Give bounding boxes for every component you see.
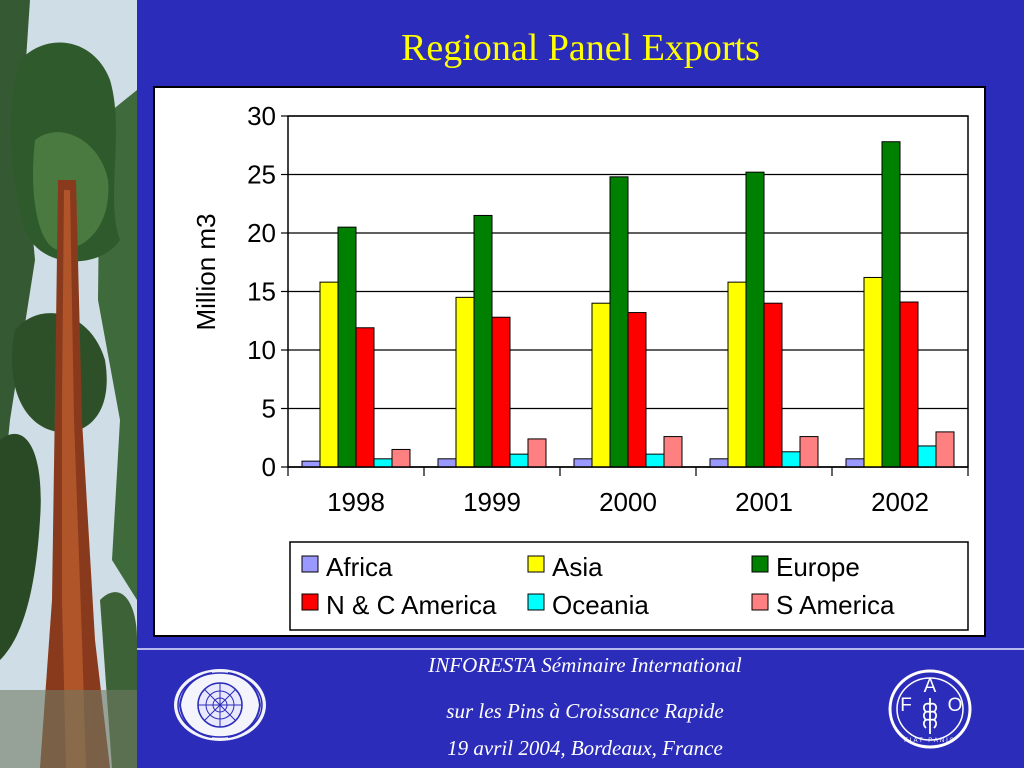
- legend: Africa Asia Europe N & C America Oceania S Am…: [289, 541, 969, 631]
- bar-n-c-america-1998: [355, 327, 375, 468]
- bar-oceania-2000: [645, 453, 665, 468]
- y-tick-label: 5: [262, 394, 276, 424]
- bar-oceania-1998: [373, 458, 393, 468]
- bar-n-c-america-2000: [627, 312, 647, 468]
- y-tick-label: 10: [247, 335, 276, 365]
- legend-item-s-america: S America: [751, 590, 895, 620]
- bar-asia-2002: [863, 276, 883, 468]
- slide-title: Regional Panel Exports: [401, 27, 760, 69]
- bar-asia-2000: [591, 302, 611, 468]
- legend-item-europe: Europe: [751, 552, 860, 582]
- legend-item-oceania: Oceania: [527, 590, 649, 620]
- legend-item-africa: Africa: [301, 552, 393, 582]
- bar-oceania-2002: [917, 445, 937, 468]
- y-tick-labels: 0 5 10 15 20 25 30: [247, 101, 276, 482]
- fao-letter-f: F: [900, 695, 912, 716]
- bar-n-c-america-2002: [899, 301, 919, 468]
- bar-europe-1999: [473, 214, 493, 468]
- bar-africa-2001: [709, 458, 729, 468]
- bars: [301, 141, 955, 468]
- footer-line-2: sur les Pins à Croissance Rapide: [446, 699, 724, 723]
- bar-africa-1998: [301, 460, 321, 468]
- legend-label: Africa: [326, 552, 393, 582]
- bar-europe-2002: [881, 141, 901, 468]
- bar-africa-1999: [437, 458, 457, 468]
- y-tick-label: 15: [247, 277, 276, 307]
- bar-chart: 0 5 10 15 20 25 30 1998 1999 2000 2001 2002 Millio…: [191, 101, 969, 631]
- bar-s-america-1999: [527, 438, 547, 468]
- x-tick-labels: 1998 1999 2000 2001 2002: [327, 487, 929, 517]
- redwood-photo: [0, 0, 137, 768]
- legend-label: Oceania: [552, 590, 649, 620]
- bar-asia-1999: [455, 296, 475, 468]
- bar-s-america-1998: [391, 448, 411, 468]
- legend-label: N & C America: [326, 590, 497, 620]
- footer-line-1: INFORESTA Séminaire International: [428, 653, 742, 677]
- y-tick-label: 30: [247, 101, 276, 131]
- x-tick-label: 2002: [871, 487, 929, 517]
- bar-s-america-2001: [799, 436, 819, 468]
- legend-swatch: [527, 555, 545, 573]
- legend-label: S America: [776, 590, 895, 620]
- axes: [281, 115, 969, 476]
- footer-divider: [137, 648, 1024, 650]
- y-tick-label: 0: [262, 452, 276, 482]
- legend-swatch: [301, 555, 319, 573]
- y-tick-label: 20: [247, 218, 276, 248]
- legend-swatch: [751, 593, 769, 611]
- fao-letter-a: A: [924, 676, 937, 697]
- bar-africa-2000: [573, 458, 593, 468]
- un-emblem-logo: [174, 669, 266, 741]
- legend-label: Asia: [552, 552, 603, 582]
- bar-oceania-1999: [509, 453, 529, 468]
- legend-label: Europe: [776, 552, 860, 582]
- x-tick-label: 2001: [735, 487, 793, 517]
- bar-europe-2001: [745, 171, 765, 468]
- legend-swatch: [301, 593, 319, 611]
- legend-item-asia: Asia: [527, 552, 603, 582]
- x-tick-label: 2000: [599, 487, 657, 517]
- x-tick-label: 1998: [327, 487, 385, 517]
- legend-swatch: [751, 555, 769, 573]
- legend-item-n-c-america: N & C America: [301, 590, 497, 620]
- bar-n-c-america-2001: [763, 302, 783, 468]
- legend-swatch: [527, 593, 545, 611]
- bar-s-america-2000: [663, 436, 683, 468]
- fao-logo: F A O FIAT PANIS: [888, 669, 972, 749]
- bar-oceania-2001: [781, 451, 801, 468]
- bar-africa-2002: [845, 458, 865, 468]
- fao-letter-o: O: [948, 695, 963, 716]
- bar-europe-1998: [337, 226, 357, 468]
- y-axis-label: Million m3: [191, 213, 221, 330]
- bar-asia-2001: [727, 281, 747, 468]
- legend-box: [289, 541, 969, 631]
- wheat-icon: [923, 698, 937, 734]
- bar-s-america-2002: [935, 431, 955, 468]
- y-tick-label: 25: [247, 160, 276, 190]
- footer-line-3: 19 avril 2004, Bordeaux, France: [447, 736, 723, 760]
- x-tick-label: 1999: [463, 487, 521, 517]
- bar-n-c-america-1999: [491, 316, 511, 468]
- redwood-tree-image: [0, 0, 137, 768]
- bar-asia-1998: [319, 281, 339, 468]
- fao-motto: FIAT PANIS: [904, 738, 956, 744]
- bar-europe-2000: [609, 176, 629, 468]
